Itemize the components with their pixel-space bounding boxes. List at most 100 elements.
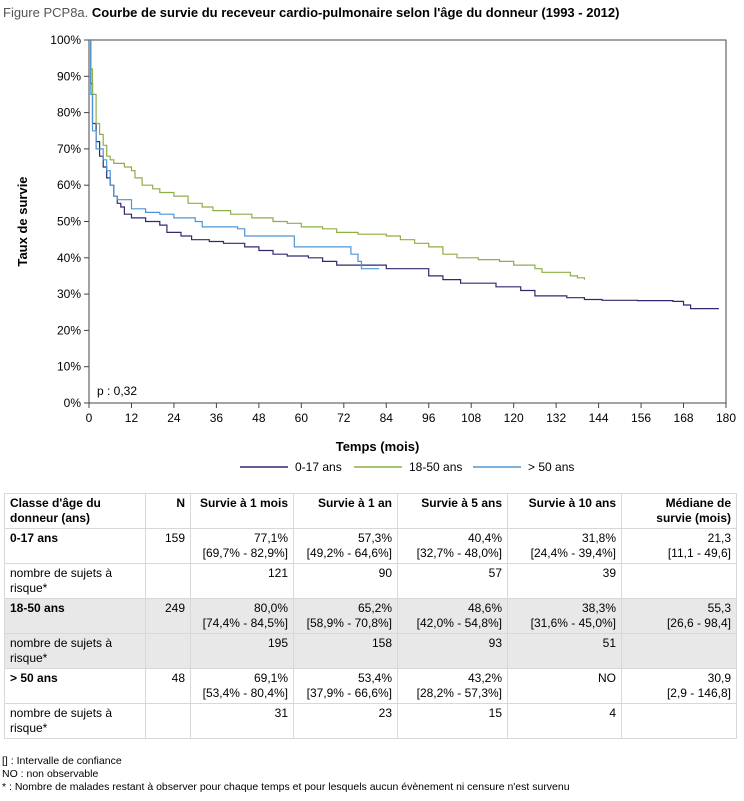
cell-value: 21,3	[707, 531, 731, 545]
table-cell: 31	[190, 703, 294, 739]
y-tick-label: 40%	[57, 251, 81, 265]
col-header-5-years: Survie à 5 ans	[397, 493, 508, 529]
y-tick-label: 20%	[57, 323, 81, 337]
table-cell: 39	[507, 563, 622, 599]
col-header-10-years: Survie à 10 ans	[507, 493, 622, 529]
series-line-1	[89, 39, 585, 280]
cell-value: 40,4%	[467, 531, 502, 545]
footnotes: [] : Intervalle de confiance NO : non ob…	[2, 755, 570, 794]
cell-ci: [11,1 - 49,6]	[667, 546, 731, 560]
cell-value: 39	[602, 566, 616, 580]
col-header-median: Médiane de survie (mois)	[621, 493, 737, 529]
x-tick-label: 168	[674, 411, 694, 425]
x-tick-label: 156	[631, 411, 651, 425]
cell-value: 65,2%	[357, 601, 392, 615]
table-row-risk: nombre de sujets à risque* 31 23 15 4	[4, 703, 737, 739]
table-cell: 51	[507, 633, 622, 669]
cell-ci: [74,4% - 84,5%]	[202, 616, 288, 630]
row-label: > 50 ans	[4, 668, 146, 704]
row-label: 18-50 ans	[4, 598, 146, 634]
survival-table: Classe d'âge du donneur (ans) N Survie à…	[4, 493, 737, 739]
cell-ci: [37,9% - 66,6%]	[306, 686, 392, 700]
cell-value: 121	[267, 566, 288, 580]
footnote-ci: [] : Intervalle de confiance	[2, 755, 122, 767]
table-cell: 121	[190, 563, 294, 599]
cell-value: 4	[609, 706, 616, 720]
cell-ci: [31,6% - 45,0%]	[530, 616, 616, 630]
cell-ci: [2,9 - 146,8]	[666, 686, 731, 700]
col-header-1-year: Survie à 1 an	[293, 493, 398, 529]
table-row-risk: nombre de sujets à risque* 121 90 57 39	[4, 563, 737, 599]
legend-label-0: 0-17 ans	[295, 460, 342, 474]
table-row-group: 18-50 ans 249 80,0% [74,4% - 84,5%] 65,2% [58…	[4, 598, 737, 634]
y-tick-label: 50%	[57, 215, 81, 229]
cell-n: 159	[145, 528, 191, 564]
x-tick-label: 24	[167, 411, 181, 425]
cell-value: 158	[371, 636, 392, 650]
table-cell: 69,1% [53,4% - 80,4%]	[190, 668, 294, 704]
cell-ci: [49,2% - 64,6%]	[306, 546, 392, 560]
x-tick-label: 0	[86, 411, 93, 425]
x-tick-label: 72	[337, 411, 351, 425]
table-cell	[621, 633, 737, 669]
table-cell	[621, 703, 737, 739]
table-cell: 55,3 [26,6 - 98,4]	[621, 598, 737, 634]
table-cell: 80,0% [74,4% - 84,5%]	[190, 598, 294, 634]
table-cell: 15	[397, 703, 508, 739]
y-axis-label: Taux de survie	[15, 176, 30, 266]
survival-chart: 0% 10% 20% 30% 40% 50% 60% 70% 80% 90% 100% 0 12 24 36…	[15, 33, 736, 474]
cell-ci: [69,7% - 82,9%]	[202, 546, 288, 560]
table-cell: 93	[397, 633, 508, 669]
table-cell: 48,6% [42,0% - 54,8%]	[397, 598, 508, 634]
table-cell: 195	[190, 633, 294, 669]
cell-ci: [53,4% - 80,4%]	[202, 686, 288, 700]
cell-ci: [28,2% - 57,3%]	[416, 686, 502, 700]
y-tick-label: 10%	[57, 360, 81, 374]
table-header-row: Classe d'âge du donneur (ans) N Survie à…	[4, 493, 737, 529]
p-value-annotation: p : 0,32	[97, 384, 137, 398]
y-tick-label: 90%	[57, 69, 81, 83]
row-label: nombre de sujets à risque*	[4, 563, 146, 599]
cell-ci: [42,0% - 54,8%]	[416, 616, 502, 630]
cell-n: 249	[145, 598, 191, 634]
cell-value: 77,1%	[253, 531, 288, 545]
x-tick-label: 180	[716, 411, 736, 425]
table-cell: 31,8% [24,4% - 39,4%]	[507, 528, 622, 564]
cell-ci: [24,4% - 39,4%]	[530, 546, 616, 560]
cell-n	[145, 633, 191, 669]
table-cell: 90	[293, 563, 398, 599]
table-cell: 23	[293, 703, 398, 739]
x-tick-label: 84	[380, 411, 394, 425]
table-cell: 65,2% [58,9% - 70,8%]	[293, 598, 398, 634]
series-line-2	[89, 39, 380, 270]
cell-ci: [32,7% - 48,0%]	[416, 546, 502, 560]
row-label: nombre de sujets à risque*	[4, 703, 146, 739]
x-tick-label: 120	[504, 411, 524, 425]
x-tick-label: 108	[461, 411, 481, 425]
cell-value: 57,3%	[357, 531, 392, 545]
cell-value: 48,6%	[467, 601, 502, 615]
cell-value: 195	[267, 636, 288, 650]
x-tick-label: 48	[252, 411, 266, 425]
table-row-risk: nombre de sujets à risque* 195 158 93 51	[4, 633, 737, 669]
cell-ci: [58,9% - 70,8%]	[306, 616, 392, 630]
y-tick-label: 30%	[57, 287, 81, 301]
cell-value: 15	[488, 706, 502, 720]
y-tick-label: 60%	[57, 178, 81, 192]
y-tick-label: 70%	[57, 142, 81, 156]
table-cell: 43,2% [28,2% - 57,3%]	[397, 668, 508, 704]
x-tick-label: 144	[589, 411, 609, 425]
x-tick-label: 36	[210, 411, 224, 425]
cell-value: 51	[602, 636, 616, 650]
table-row-group: 0-17 ans 159 77,1% [69,7% - 82,9%] 57,3% [49,…	[4, 528, 737, 564]
footnote-no: NO : non observable	[2, 768, 99, 780]
col-header-1-month: Survie à 1 mois	[190, 493, 294, 529]
table-cell: 57,3% [49,2% - 64,6%]	[293, 528, 398, 564]
table-cell: 77,1% [69,7% - 82,9%]	[190, 528, 294, 564]
x-tick-label: 60	[295, 411, 309, 425]
table-cell	[621, 563, 737, 599]
table-cell: 21,3 [11,1 - 49,6]	[621, 528, 737, 564]
table-cell: 4	[507, 703, 622, 739]
cell-value: 57	[488, 566, 502, 580]
table-body: 0-17 ans 159 77,1% [69,7% - 82,9%] 57,3% [49,…	[4, 528, 737, 739]
